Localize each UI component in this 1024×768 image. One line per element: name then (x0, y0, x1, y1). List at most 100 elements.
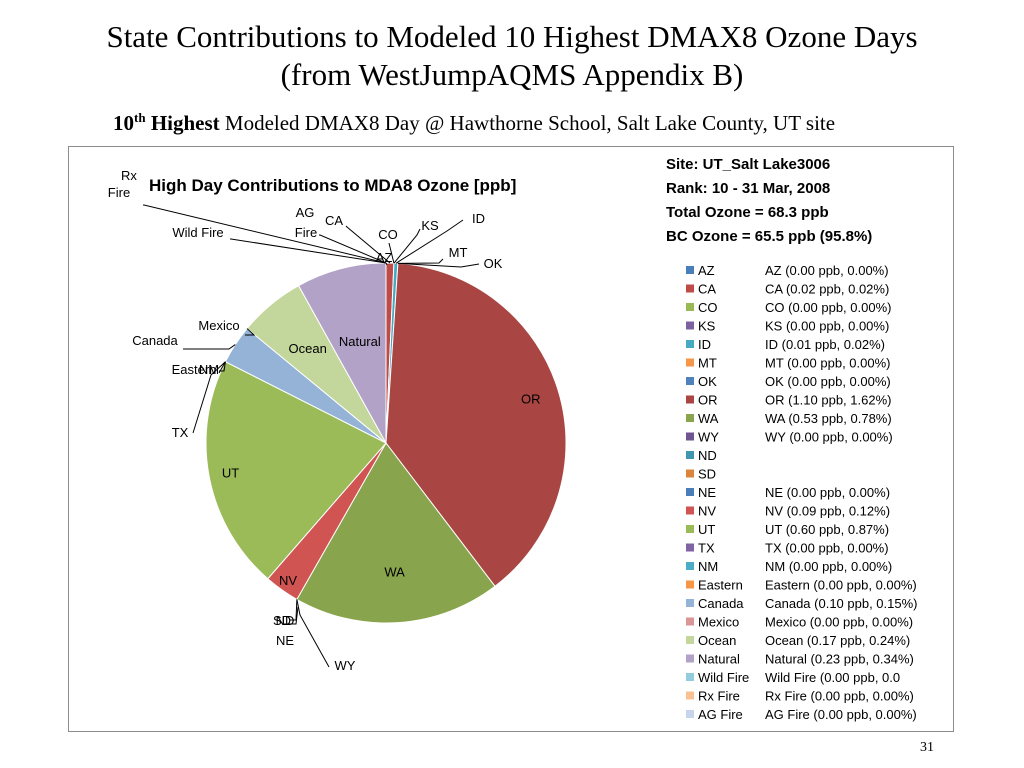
subtitle-rank: 10th Highest (113, 110, 220, 135)
legend-swatch-tx (686, 543, 694, 552)
legend-label-rx-fire: Rx Fire (698, 689, 740, 704)
pie-label-canada: Canada (132, 333, 178, 348)
value-text-ks: KS (0.00 ppb, 0.00%) (765, 319, 889, 334)
pie-label-rx-fire: Rx (121, 168, 137, 183)
subtitle-description: Modeled DMAX8 Day @ Hawthorne School, Sa… (224, 111, 836, 135)
legend-label-or: OR (698, 393, 718, 408)
leader-line-ok (397, 262, 480, 268)
pie-label-wy: WY (335, 658, 356, 673)
leader-line-mt (397, 258, 444, 264)
value-text-ca: CA (0.02 ppb, 0.02%) (765, 282, 889, 297)
pie-label-or: OR (521, 391, 541, 406)
legend-label-ut: UT (698, 522, 715, 537)
legend-label-az: AZ (698, 263, 715, 278)
legend-swatch-nv (686, 506, 694, 515)
pie-label-wa: WA (384, 564, 405, 579)
info-line: BC Ozone = 65.5 ppb (95.8%) (666, 228, 872, 245)
legend-label-tx: TX (698, 541, 715, 556)
leader-line-ks (393, 228, 421, 264)
pie-label-ag-fire: Fire (295, 225, 317, 240)
pie-chart: High Day Contributions to MDA8 Ozone [pp… (108, 156, 918, 722)
chart-title: High Day Contributions to MDA8 Ozone [pp… (149, 176, 516, 195)
value-text-az: AZ (0.00 ppb, 0.00%) (765, 263, 889, 278)
legend-swatch-natural (686, 654, 694, 663)
value-text-ne: NE (0.00 ppb, 0.00%) (765, 485, 890, 500)
pie-label-mt: MT (449, 245, 468, 260)
value-text-id: ID (0.01 ppb, 0.02%) (765, 337, 885, 352)
info-line: Total Ozone = 68.3 ppb (666, 204, 829, 221)
legend-swatch-canada (686, 599, 694, 607)
pie-label-ocean: Ocean (289, 341, 327, 356)
value-text-or: OR (1.10 ppb, 1.62%) (765, 393, 891, 408)
value-text-mt: MT (0.00 ppb, 0.00%) (765, 356, 891, 371)
info-line: Site: UT_Salt Lake3006 (666, 156, 830, 173)
pie-label-id: ID (472, 211, 485, 226)
value-text-wild-fire: Wild Fire (0.00 ppb, 0.0 (765, 670, 900, 685)
value-text-canada: Canada (0.10 ppb, 0.15%) (765, 596, 918, 611)
legend-swatch-sd (686, 469, 694, 478)
slide-title-line2: (from WestJumpAQMS Appendix B) (280, 57, 744, 92)
leader-line-co (388, 242, 395, 264)
leader-line-az (385, 262, 388, 266)
page-number: 31 (920, 740, 934, 755)
value-text-ok: OK (0.00 ppb, 0.00%) (765, 374, 891, 389)
legend-label-id: ID (698, 337, 711, 352)
value-text-natural: Natural (0.23 ppb, 0.34%) (765, 652, 914, 667)
value-text-nm: NM (0.00 ppb, 0.00%) (765, 559, 892, 574)
value-text-ag-fire: AG Fire (0.00 ppb, 0.00%) (765, 707, 917, 722)
legend-swatch-ut (686, 525, 694, 533)
pie-label-wild-fire: Wild Fire (172, 225, 223, 240)
leader-line-wy (296, 599, 330, 668)
legend-label-ag-fire: AG Fire (698, 707, 743, 722)
legend-label-natural: Natural (698, 652, 740, 667)
legend-label-nm: NM (698, 559, 718, 574)
leader-line-ag-fire (319, 234, 387, 264)
legend-label-ne: NE (698, 485, 716, 500)
pie-label-nm: NM (199, 362, 219, 377)
leader-line-mexico (245, 328, 256, 336)
legend-swatch-nm (686, 562, 694, 570)
pie-label-tx: TX (172, 425, 189, 440)
legend-swatch-id (686, 340, 694, 348)
value-text-mexico: Mexico (0.00 ppb, 0.00%) (765, 615, 913, 630)
slide-title-line1: State Contributions to Modeled 10 Highes… (106, 19, 918, 54)
slide-title: State Contributions to Modeled 10 Highes… (0, 18, 1024, 94)
value-text-eastern: Eastern (0.00 ppb, 0.00%) (765, 578, 917, 593)
value-text-wa: WA (0.53 ppb, 0.78%) (765, 411, 892, 426)
legend-swatch-ag-fire (686, 710, 694, 718)
legend-label-wy: WY (698, 430, 719, 445)
legend-label-wild-fire: Wild Fire (698, 670, 749, 685)
leader-line-rx-fire (143, 204, 387, 264)
leader-line-eastern (219, 361, 226, 372)
legend-label-wa: WA (698, 411, 719, 426)
legend-swatch-mt (686, 358, 694, 367)
chart-frame: High Day Contributions to MDA8 Ozone [pp… (68, 146, 954, 732)
pie-label-extra-ne: NE (276, 633, 294, 648)
pie-label-co: CO (378, 227, 398, 242)
pie-slice-ut (205, 361, 387, 580)
pie-slice-or (385, 262, 567, 587)
legend-label-co: CO (698, 300, 718, 315)
pie-label-nv: NV (279, 573, 297, 588)
pie-label-ok: OK (484, 256, 503, 271)
pie-label-extra-nd: ND (276, 613, 295, 628)
legend-swatch-co (686, 303, 694, 311)
leader-line-canada (183, 344, 236, 350)
leader-line-tx (192, 361, 226, 434)
value-text-rx-fire: Rx Fire (0.00 ppb, 0.00%) (765, 689, 914, 704)
legend-swatch-wild-fire (686, 673, 694, 681)
legend-swatch-wy (686, 432, 694, 441)
legend-label-canada: Canada (698, 596, 744, 611)
pie-label-ca: CA (325, 213, 343, 228)
slide-subtitle: 10th Highest Modeled DMAX8 Day @ Hawthor… (113, 110, 835, 136)
legend-swatch-eastern (686, 580, 694, 589)
legend-label-ca: CA (698, 282, 716, 297)
legend-label-sd: SD (698, 467, 716, 482)
value-text-tx: TX (0.00 ppb, 0.00%) (765, 541, 889, 556)
legend-swatch-wa (686, 414, 694, 422)
legend-swatch-rx-fire (686, 691, 694, 700)
legend-label-mexico: Mexico (698, 615, 739, 630)
legend-swatch-mexico (686, 617, 694, 626)
legend-label-eastern: Eastern (698, 578, 743, 593)
pie-label-ut: UT (222, 465, 239, 480)
